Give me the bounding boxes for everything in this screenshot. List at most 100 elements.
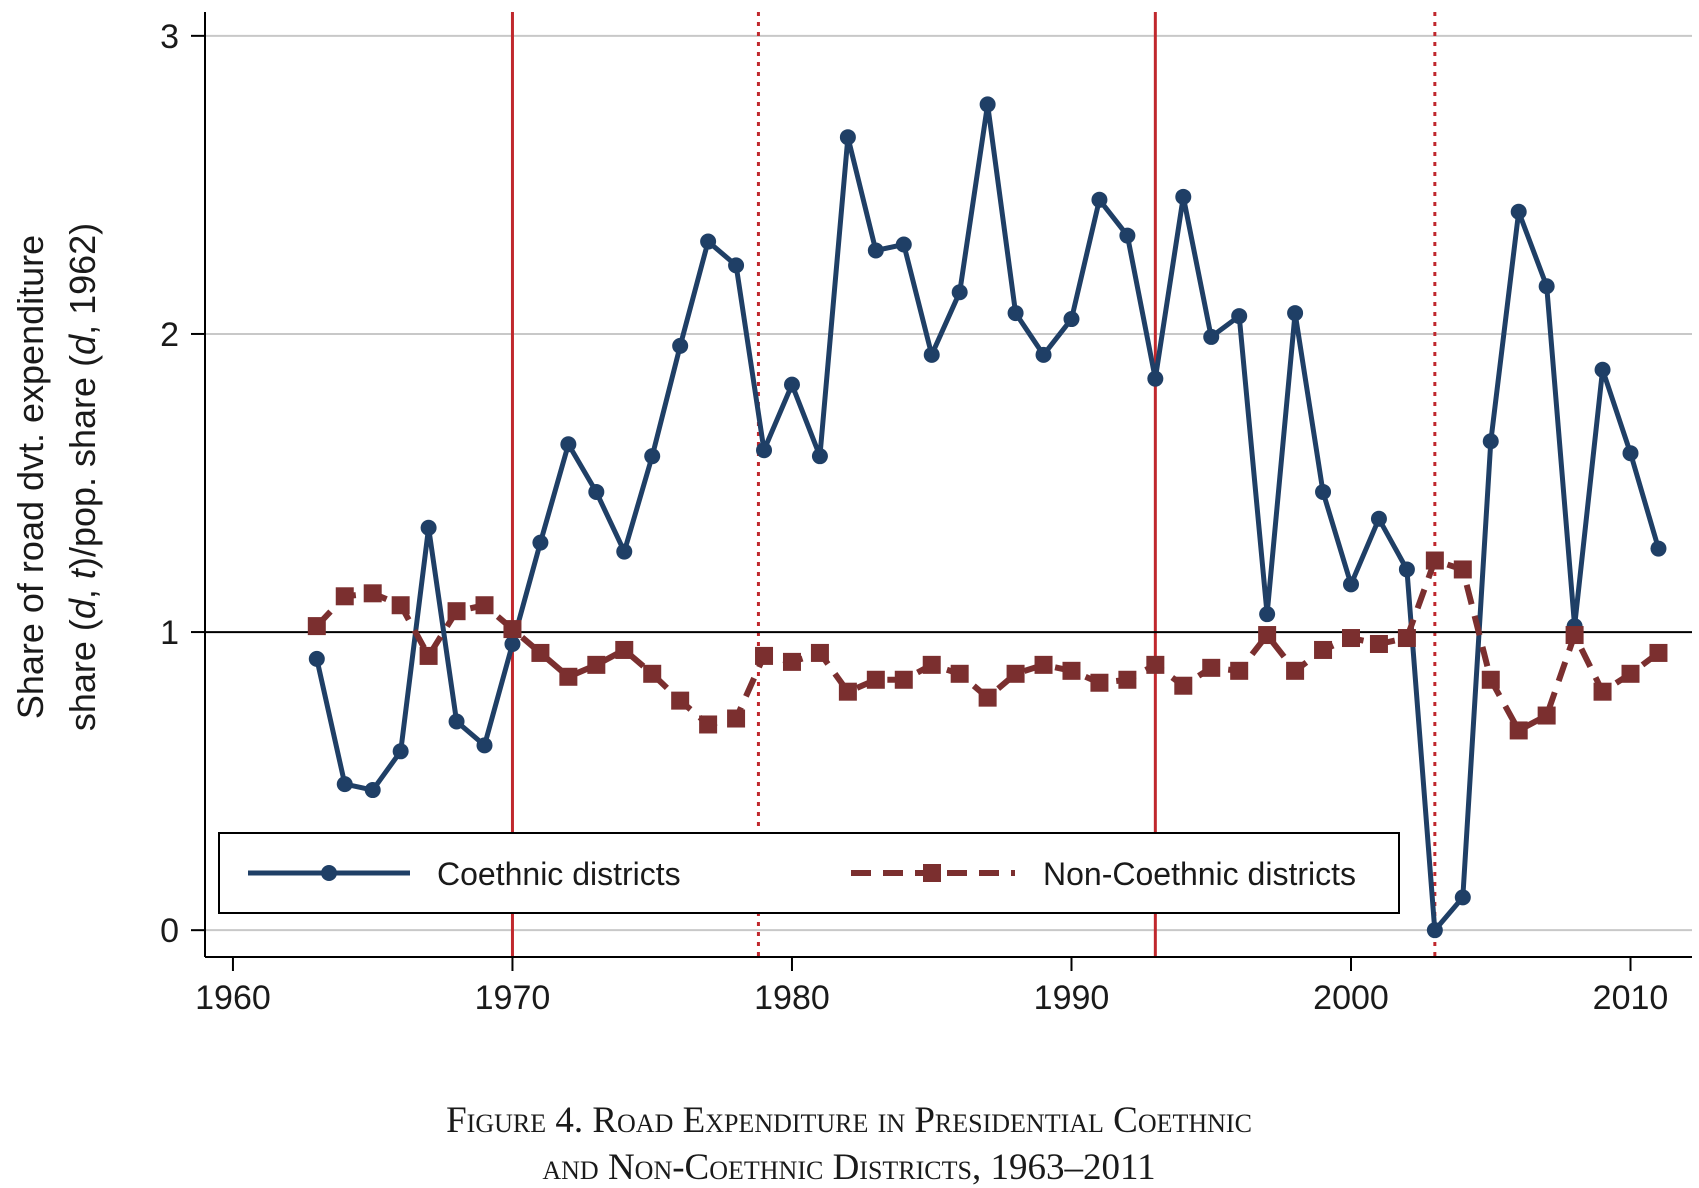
data-point-coethnic — [839, 129, 856, 146]
caption-line-2: and Non-Coethnic Districts, 1963–2011 — [542, 1147, 1155, 1188]
data-point-coethnic — [1594, 361, 1611, 378]
data-point-non-coethnic — [978, 688, 997, 707]
data-point-coethnic — [336, 776, 353, 793]
data-point-non-coethnic — [1425, 551, 1444, 570]
data-point-coethnic — [308, 650, 325, 667]
data-point-non-coethnic — [503, 620, 522, 639]
data-point-non-coethnic — [615, 640, 634, 659]
data-point-coethnic — [672, 337, 689, 354]
legend-box — [218, 832, 1400, 914]
gridlines — [205, 34, 1692, 932]
ylabel-part: , — [62, 579, 103, 599]
data-point-non-coethnic — [866, 670, 885, 689]
data-point-coethnic — [588, 483, 605, 500]
data-point-non-coethnic — [894, 670, 913, 689]
data-point-coethnic — [1147, 370, 1164, 387]
data-point-coethnic — [756, 442, 773, 459]
data-point-non-coethnic — [1621, 664, 1640, 683]
legend-label-non-coethnic: Non-Coethnic districts — [1043, 856, 1356, 892]
y-axis-title-line-1: Share of road dvt. expenditure — [10, 235, 51, 719]
data-point-coethnic — [504, 635, 521, 652]
ylabel-var-d: d — [62, 598, 103, 619]
data-point-coethnic — [1119, 227, 1136, 244]
data-point-non-coethnic — [1397, 629, 1416, 648]
x-tick-label: 2000 — [1313, 979, 1389, 1017]
data-point-coethnic — [532, 534, 549, 551]
series-line-coethnic — [314, 101, 1661, 933]
figure-caption: Figure 4. Road Expenditure in Presidenti… — [446, 1100, 1252, 1188]
data-point-non-coethnic — [1649, 643, 1668, 662]
data-point-non-coethnic — [1202, 658, 1221, 677]
data-point-coethnic — [1398, 561, 1415, 578]
x-tick-label: 1980 — [754, 979, 830, 1017]
data-point-non-coethnic — [727, 709, 746, 728]
data-point-coethnic — [1510, 203, 1527, 220]
data-point-non-coethnic — [1146, 655, 1165, 674]
data-point-non-coethnic — [1230, 661, 1249, 680]
data-point-non-coethnic — [699, 715, 718, 734]
data-point-non-coethnic — [1174, 676, 1193, 695]
data-point-coethnic — [1538, 278, 1555, 295]
data-point-coethnic — [1091, 191, 1108, 208]
data-point-non-coethnic — [559, 667, 578, 686]
data-point-non-coethnic — [419, 646, 438, 665]
ylabel-part: )/pop. share ( — [62, 355, 103, 569]
data-point-non-coethnic — [475, 596, 494, 615]
data-point-coethnic — [979, 96, 996, 113]
data-point-coethnic — [1175, 188, 1192, 205]
ylabel-var-d: d — [62, 334, 103, 355]
y-axis-title: Share of road dvt. expenditure share (d,… — [10, 223, 103, 731]
data-point-coethnic — [1454, 889, 1471, 906]
event-lines — [510, 12, 1437, 957]
data-point-non-coethnic — [447, 602, 466, 621]
data-point-non-coethnic — [1565, 626, 1584, 645]
data-point-non-coethnic — [1509, 721, 1528, 740]
data-point-coethnic — [1287, 305, 1304, 322]
caption-line-1: Figure 4. Road Expenditure in Presidenti… — [446, 1100, 1252, 1141]
data-point-non-coethnic — [950, 664, 969, 683]
data-point-coethnic — [616, 543, 633, 560]
data-point-non-coethnic — [643, 664, 662, 683]
data-point-coethnic — [1007, 305, 1024, 322]
data-point-non-coethnic — [782, 652, 801, 671]
legend: Coethnic districts Non-Coethnic district… — [218, 832, 1400, 914]
data-point-non-coethnic — [391, 596, 410, 615]
data-point-non-coethnic — [531, 643, 550, 662]
data-point-coethnic — [700, 233, 717, 250]
data-point-non-coethnic — [1314, 640, 1333, 659]
data-point-coethnic — [1426, 922, 1443, 939]
data-point-non-coethnic — [363, 584, 382, 603]
data-point-coethnic — [1231, 308, 1248, 325]
y-tick-label: 3 — [160, 18, 179, 56]
data-point-non-coethnic — [1341, 629, 1360, 648]
x-tick-label: 1960 — [195, 979, 271, 1017]
data-point-non-coethnic — [922, 655, 941, 674]
data-point-coethnic — [364, 782, 381, 799]
data-point-coethnic — [951, 284, 968, 301]
data-point-non-coethnic — [1537, 706, 1556, 725]
data-point-coethnic — [1622, 445, 1639, 462]
data-point-coethnic — [392, 743, 409, 760]
data-point-coethnic — [1650, 540, 1667, 557]
data-point-coethnic — [476, 737, 493, 754]
data-point-coethnic — [420, 519, 437, 536]
data-point-coethnic — [811, 448, 828, 465]
data-point-coethnic — [1203, 328, 1220, 345]
data-point-coethnic — [1035, 346, 1052, 363]
y-tick-label: 1 — [160, 614, 179, 652]
data-point-non-coethnic — [1369, 634, 1388, 653]
legend-marker-coethnic — [321, 865, 337, 881]
data-point-coethnic — [1342, 576, 1359, 593]
data-point-non-coethnic — [810, 643, 829, 662]
data-point-coethnic — [1315, 483, 1332, 500]
data-point-coethnic — [1063, 311, 1080, 328]
x-tick-label: 2010 — [1593, 979, 1669, 1017]
data-point-non-coethnic — [1286, 661, 1305, 680]
series-lines — [307, 96, 1668, 939]
data-point-coethnic — [448, 713, 465, 730]
ylabel-part: , 1962) — [62, 223, 103, 335]
data-point-non-coethnic — [1118, 670, 1137, 689]
data-point-coethnic — [1259, 606, 1276, 623]
y-tick-label: 2 — [160, 316, 179, 354]
